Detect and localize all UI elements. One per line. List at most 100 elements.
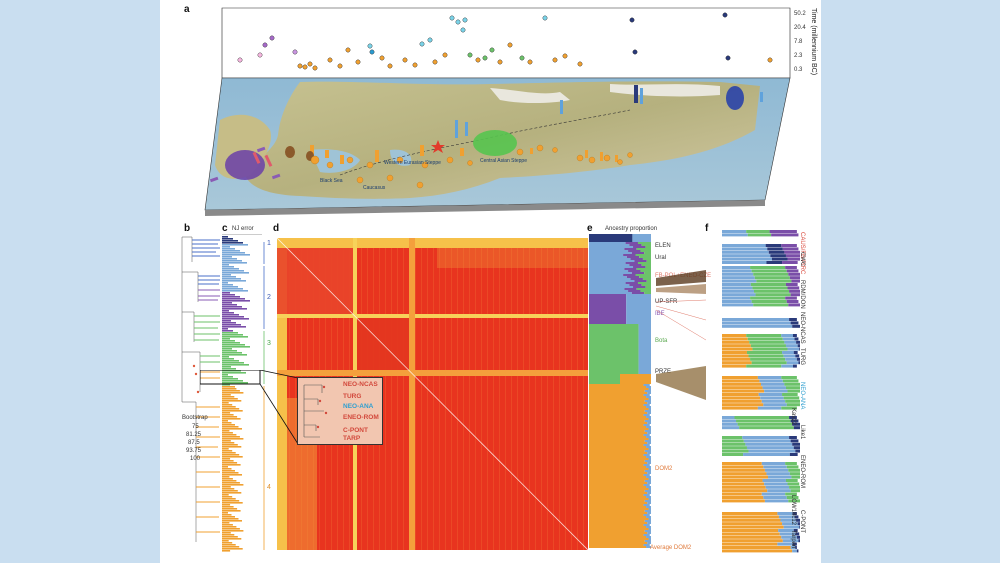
ancestry-segment xyxy=(638,336,651,338)
ancestry-segment xyxy=(589,344,639,346)
ancestry-segment xyxy=(639,256,651,258)
ancestry-segment xyxy=(626,276,640,278)
nj-error-bar xyxy=(222,338,230,340)
ancestry-segment xyxy=(589,398,649,400)
ancestry-segment xyxy=(628,270,641,272)
sample-ancestry-segment xyxy=(786,361,799,365)
sample-ancestry-segment xyxy=(789,485,800,489)
inset-box: NEO-NCAS TURG NEO-ANA ENEO-ROM C-PONT TA… xyxy=(297,377,383,445)
nj-error-bar xyxy=(222,402,229,404)
ancestry-label: UP-SFR xyxy=(655,299,678,305)
ancestry-segment xyxy=(647,442,651,444)
ancestry-segment xyxy=(589,240,633,242)
ancestry-segment xyxy=(589,492,648,494)
ancestry-segment xyxy=(620,378,651,380)
sample-ancestry-segment xyxy=(782,522,798,526)
nj-error-bar xyxy=(222,490,238,492)
nj-error-bar xyxy=(222,392,244,394)
ancestry-segment xyxy=(589,356,639,358)
sample-ancestry-segment xyxy=(722,296,751,300)
sample-ancestry-segment xyxy=(722,230,747,233)
ancestry-segment xyxy=(628,250,641,252)
sample-ancestry-segment xyxy=(787,389,800,393)
ancestry-segment xyxy=(589,538,649,540)
sample-ancestry-segment xyxy=(722,261,767,264)
ancestry-segment xyxy=(638,358,651,360)
cluster-brackets xyxy=(263,242,265,550)
ancestry-segment xyxy=(638,340,651,342)
nj-error-bar xyxy=(222,272,249,274)
ancestry-segment xyxy=(589,388,649,390)
nj-error-bar xyxy=(222,432,233,434)
sample-ancestry-segment xyxy=(722,546,791,549)
sample-ancestry-segment xyxy=(790,439,799,443)
ancestry-segment xyxy=(643,384,650,386)
ancestry-segment xyxy=(589,258,631,260)
ancestry-segment xyxy=(634,260,647,262)
nj-error-bar xyxy=(222,394,231,396)
sample-ancestry-segment xyxy=(789,318,797,321)
sample-ancestry-segment xyxy=(790,419,799,423)
ancestry-segment xyxy=(620,374,651,376)
sample-ancestry-segment xyxy=(789,416,797,419)
nj-error-bar xyxy=(222,510,241,512)
sample-ancestry-segment xyxy=(722,347,753,351)
nj-error-bar xyxy=(222,406,236,408)
nj-error-bar xyxy=(222,396,235,398)
sample-ancestry-segment xyxy=(785,296,797,300)
ancestry-segment xyxy=(641,264,651,266)
sample-ancestry-segment xyxy=(722,419,737,423)
ancestry-segment xyxy=(589,264,630,266)
sample-ancestry-segment xyxy=(761,399,786,403)
ancestry-segment xyxy=(589,486,647,488)
sample-ancestry-segment xyxy=(792,549,797,553)
sample-ancestry-segment xyxy=(795,532,800,536)
bootstrap-93: 93.75 xyxy=(186,448,202,454)
ancestry-segment xyxy=(633,266,646,268)
sample-ancestry-segment xyxy=(722,475,769,479)
ancestry-segment xyxy=(631,292,645,294)
ancestry-segment xyxy=(638,368,651,370)
sample-ancestry-segment xyxy=(790,489,800,493)
ancestry-segment xyxy=(636,268,651,270)
nj-error-bar xyxy=(222,550,231,552)
ancestry-segment xyxy=(589,502,648,504)
cluster-2: 2 xyxy=(267,294,271,301)
ancestry-segment xyxy=(644,460,651,462)
ancestry-segment xyxy=(589,438,649,440)
ancestry-segment xyxy=(589,470,645,472)
ancestry-segment xyxy=(638,354,651,356)
ancestry-segment xyxy=(631,252,645,254)
ancestry-segment xyxy=(589,476,647,478)
nj-error-bar xyxy=(222,444,238,446)
ancestry-segment xyxy=(644,540,651,542)
ancestry-segment xyxy=(589,364,639,366)
ancestry-segment xyxy=(638,372,651,374)
sample-ancestry-segment xyxy=(767,489,791,493)
sample-ancestry-segment xyxy=(782,247,799,251)
ancestry-segment xyxy=(589,454,644,456)
ancestry-segment xyxy=(589,378,620,380)
ancestry-segment xyxy=(589,256,627,258)
sample-ancestry-segment xyxy=(781,244,797,247)
ancestry-segment xyxy=(626,294,651,296)
nj-error-bar xyxy=(222,448,229,450)
ancestry-segment xyxy=(638,364,651,366)
nj-error-bar xyxy=(222,370,241,372)
sample-ancestry-segment xyxy=(758,393,783,396)
ancestry-segment xyxy=(589,488,649,490)
ancestry-segment xyxy=(589,498,649,500)
ancestry-segment xyxy=(589,324,639,326)
nj-error-bar xyxy=(222,358,234,360)
nj-error-bar xyxy=(222,456,243,458)
sample-ancestry-segment xyxy=(785,386,800,390)
nj-error-bar xyxy=(222,434,237,436)
nj-error-bar xyxy=(222,452,236,454)
nj-error-bar xyxy=(222,296,240,298)
nj-error-bar xyxy=(222,462,238,464)
nj-error-bar xyxy=(222,284,233,286)
ancestry-segment xyxy=(589,342,639,344)
sample-ancestry-segment xyxy=(722,539,783,543)
sample-ancestry-segment xyxy=(746,334,782,337)
ancestry-segment xyxy=(632,240,651,242)
